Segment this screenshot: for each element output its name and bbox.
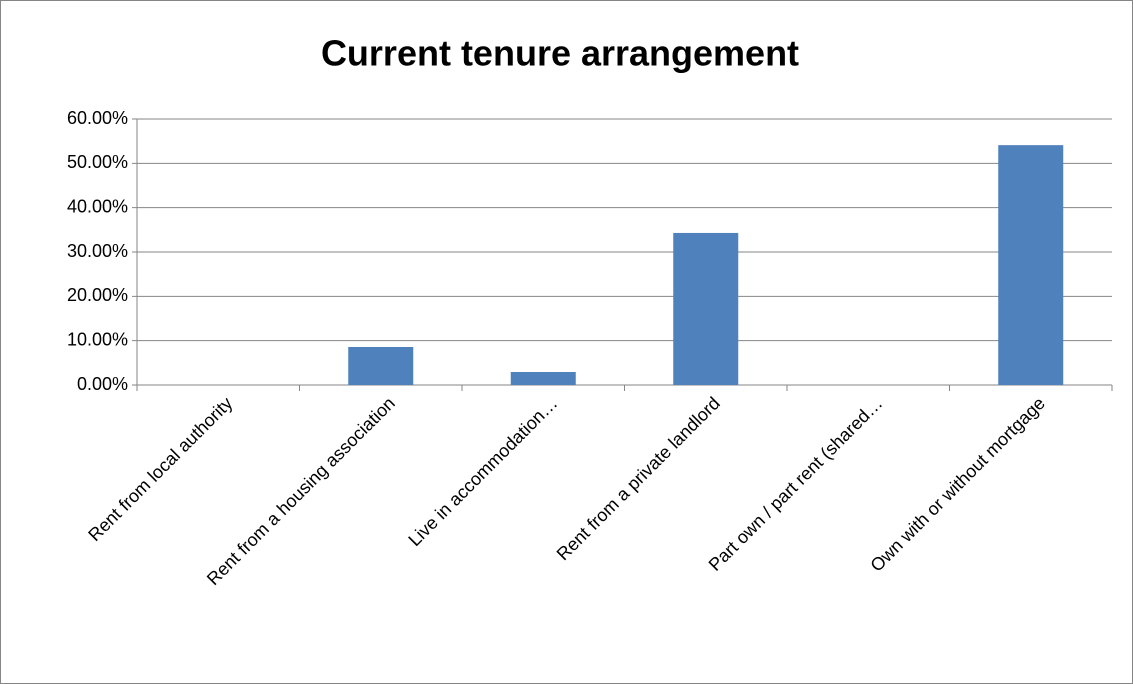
chart-title: Current tenure arrangement [321,33,799,74]
bar [510,372,576,385]
y-tick-label: 20.00% [67,285,128,305]
y-tick-label: 10.00% [67,329,128,349]
bar [673,232,739,385]
bar [998,145,1064,385]
y-tick-label: 50.00% [67,152,128,172]
bar [348,347,414,385]
y-tick-label: 0.00% [77,374,128,394]
y-tick-label: 40.00% [67,196,128,216]
y-tick-label: 30.00% [67,241,128,261]
y-tick-label: 60.00% [67,108,128,128]
